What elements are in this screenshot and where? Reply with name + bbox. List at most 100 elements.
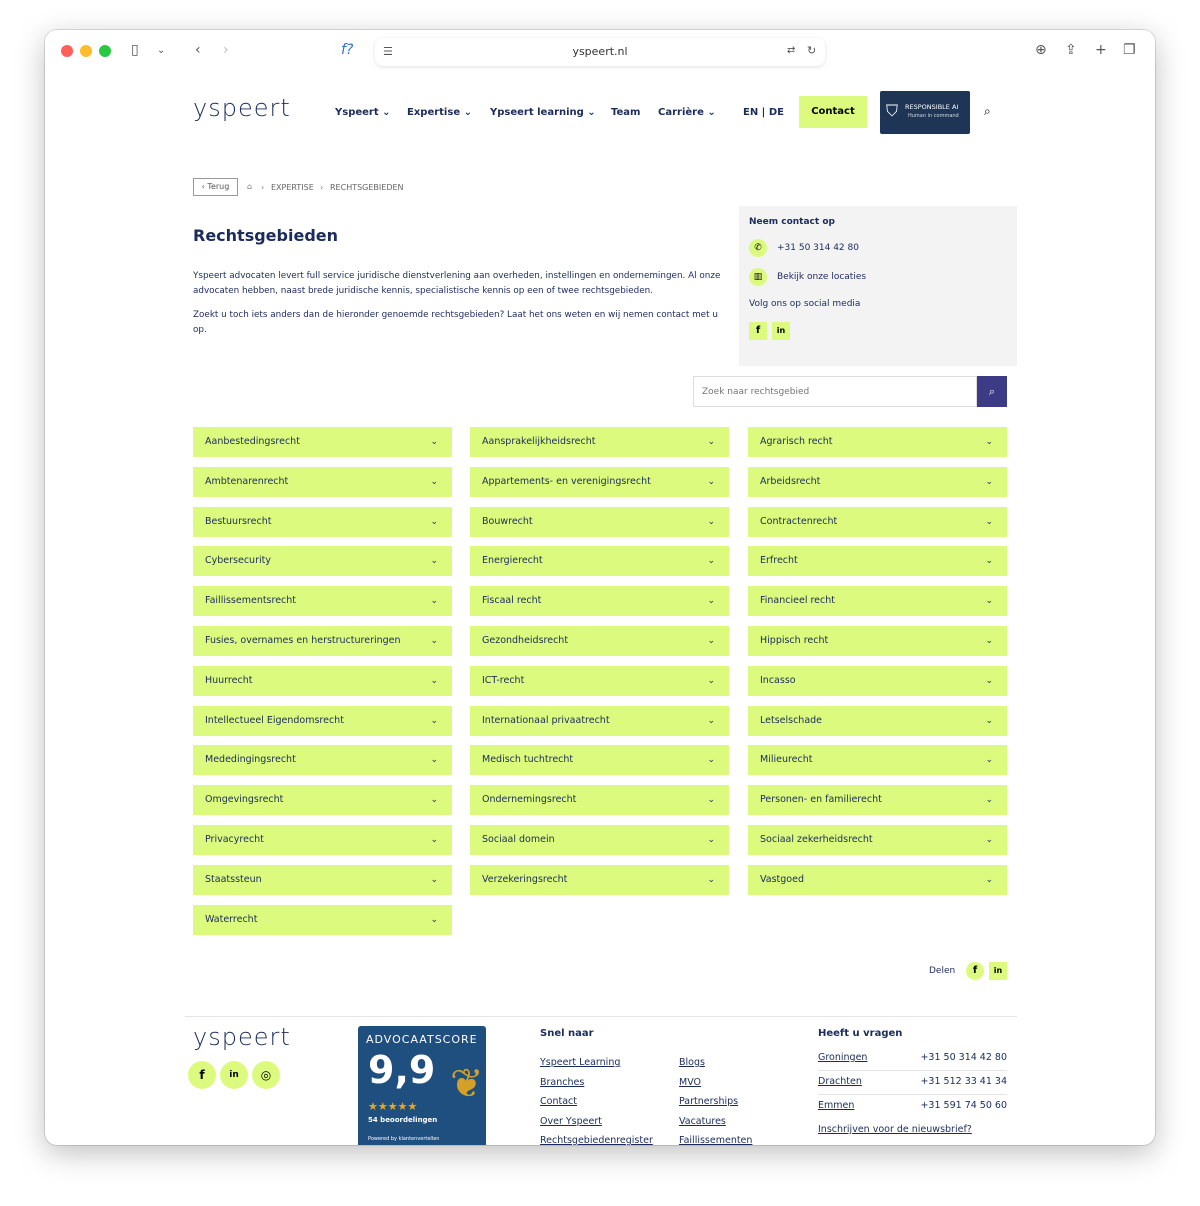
footer-link[interactable]: Yspeert Learning bbox=[540, 1057, 621, 1068]
footer-logo[interactable]: yspeert bbox=[193, 1023, 291, 1051]
area-accordion-item[interactable]: Contractenrecht ⌄ bbox=[748, 506, 1007, 537]
facebook-share-icon[interactable]: f bbox=[966, 962, 984, 980]
footer-facebook-icon[interactable]: f bbox=[188, 1061, 216, 1089]
area-accordion-item[interactable]: Appartements- en verenigingsrecht ⌄ bbox=[470, 466, 729, 497]
footer-link[interactable]: Partnerships bbox=[679, 1096, 739, 1107]
office-phone[interactable]: +31 512 33 41 34 bbox=[920, 1076, 1007, 1087]
footer-instagram-icon[interactable]: ◎ bbox=[252, 1061, 280, 1089]
linkedin-share-icon[interactable]: in bbox=[989, 962, 1007, 980]
area-accordion-item[interactable]: Cybersecurity ⌄ bbox=[193, 546, 452, 577]
area-label: Mededingingsrecht bbox=[205, 754, 296, 766]
back-button[interactable]: ‹ Terug bbox=[193, 178, 238, 196]
area-accordion-item[interactable]: Hippisch recht ⌄ bbox=[748, 626, 1007, 656]
linkedin-icon[interactable]: in bbox=[772, 322, 790, 340]
search-icon[interactable]: ⌕ bbox=[984, 104, 991, 118]
area-accordion-item[interactable]: Mededingingsrecht ⌄ bbox=[193, 745, 452, 776]
download-icon[interactable]: ⊕ bbox=[1035, 42, 1047, 58]
area-accordion-item[interactable]: Ondernemingsrecht ⌄ bbox=[470, 785, 729, 816]
area-accordion-item[interactable]: Energierecht ⌄ bbox=[470, 546, 729, 577]
area-accordion-item[interactable]: Erfrecht ⌄ bbox=[748, 546, 1007, 577]
footer-link[interactable]: Rechtsgebiedenregister bbox=[540, 1135, 653, 1145]
area-accordion-item[interactable]: Arbeidsrecht ⌄ bbox=[748, 466, 1007, 497]
area-accordion-item[interactable]: Financieel recht ⌄ bbox=[748, 586, 1007, 617]
logo[interactable]: yspeert bbox=[193, 94, 291, 122]
minimize-window-button[interactable] bbox=[80, 45, 92, 57]
area-accordion-item[interactable]: Verzekeringsrecht ⌄ bbox=[470, 864, 729, 895]
area-accordion-item[interactable]: Milieurecht ⌄ bbox=[748, 745, 1007, 776]
newsletter-link[interactable]: Inschrijven voor de nieuwsbrief? bbox=[818, 1124, 972, 1135]
area-accordion-item[interactable]: Bouwrecht ⌄ bbox=[470, 506, 729, 537]
share-icon[interactable]: ⇪ bbox=[1065, 42, 1077, 58]
office-phone[interactable]: +31 591 74 50 60 bbox=[920, 1100, 1007, 1111]
footer-link[interactable]: Contact bbox=[540, 1096, 577, 1107]
area-accordion-item[interactable]: Omgevingsrecht ⌄ bbox=[193, 785, 452, 816]
office-phone[interactable]: +31 50 314 42 80 bbox=[920, 1052, 1007, 1063]
area-accordion-item[interactable]: Bestuursrecht ⌄ bbox=[193, 506, 452, 537]
translate-icon[interactable]: ⇄ bbox=[787, 45, 796, 56]
nav-expertise[interactable]: Expertise ⌄ bbox=[407, 107, 472, 118]
area-accordion-item[interactable]: Letselschade ⌄ bbox=[748, 705, 1007, 736]
advocaatscore-badge[interactable]: ADVOCAATSCORE 9,9 ★★★★★ 54 beoordelingen… bbox=[358, 1026, 486, 1145]
area-accordion-item[interactable]: Fiscaal recht ⌄ bbox=[470, 586, 729, 617]
office-link[interactable]: Drachten bbox=[818, 1076, 862, 1087]
area-accordion-item[interactable]: Fusies, overnames en herstructureringen ⌄ bbox=[193, 626, 452, 656]
footer-link[interactable]: Over Yspeert bbox=[540, 1115, 602, 1127]
sidebar-icon[interactable]: ▯ bbox=[131, 42, 139, 58]
area-accordion-item[interactable]: Sociaal zekerheidsrecht ⌄ bbox=[748, 825, 1007, 855]
nav-learning[interactable]: Ypseert learning ⌄ bbox=[490, 107, 596, 118]
reload-icon[interactable]: ↻ bbox=[807, 44, 817, 57]
office-link[interactable]: Emmen bbox=[818, 1100, 855, 1111]
locations-link[interactable]: Bekijk onze locaties bbox=[777, 272, 867, 282]
area-accordion-item[interactable]: Waterrecht ⌄ bbox=[193, 904, 452, 935]
area-accordion-item[interactable]: Internationaal privaatrecht ⌄ bbox=[470, 705, 729, 736]
footer-link[interactable]: Faillissementen bbox=[679, 1135, 753, 1145]
reader-icon[interactable]: ☰ bbox=[383, 45, 393, 58]
area-accordion-item[interactable]: Medisch tuchtrecht ⌄ bbox=[470, 745, 729, 776]
area-accordion-item[interactable]: Faillissementsrecht ⌄ bbox=[193, 586, 452, 617]
area-accordion-item[interactable]: Gezondheidsrecht ⌄ bbox=[470, 626, 729, 656]
search-input[interactable] bbox=[693, 376, 977, 407]
footer-linkedin-icon[interactable]: in bbox=[220, 1061, 248, 1089]
close-window-button[interactable] bbox=[61, 45, 73, 57]
nav-team[interactable]: Team bbox=[611, 107, 641, 118]
search-button[interactable]: ⌕ bbox=[977, 376, 1007, 407]
contact-phone[interactable]: +31 50 314 42 80 bbox=[777, 243, 859, 253]
area-accordion-item[interactable]: Agrarisch recht ⌄ bbox=[748, 427, 1007, 457]
new-tab-icon[interactable]: + bbox=[1095, 42, 1107, 58]
area-accordion-item[interactable]: Sociaal domein ⌄ bbox=[470, 825, 729, 855]
area-accordion-item[interactable]: Intellectueel Eigendomsrecht ⌄ bbox=[193, 705, 452, 736]
area-accordion-item[interactable]: ICT-recht ⌄ bbox=[470, 665, 729, 696]
area-accordion-item[interactable]: Ambtenarenrecht ⌄ bbox=[193, 466, 452, 497]
back-icon[interactable]: ‹ bbox=[195, 42, 201, 58]
area-accordion-item[interactable]: Personen- en familierecht ⌄ bbox=[748, 785, 1007, 816]
area-label: Financieel recht bbox=[760, 595, 835, 607]
home-icon[interactable]: ⌂ bbox=[247, 182, 253, 191]
footer-link[interactable]: Blogs bbox=[679, 1057, 705, 1068]
area-accordion-item[interactable]: Aanbestedingsrecht ⌄ bbox=[193, 427, 452, 457]
facebook-icon[interactable]: f bbox=[749, 322, 767, 340]
area-label: Personen- en familierecht bbox=[760, 794, 882, 806]
nav-yspeert[interactable]: Yspeert ⌄ bbox=[335, 107, 391, 118]
responsible-ai-badge[interactable]: ⛉ RESPONSIBLE AI Human in command bbox=[880, 91, 970, 134]
contact-button[interactable]: Contact bbox=[799, 96, 867, 128]
language-switch[interactable]: EN | DE bbox=[743, 107, 784, 118]
address-bar[interactable]: yspeert.nl bbox=[375, 38, 825, 66]
footer-link[interactable]: MVO bbox=[679, 1076, 702, 1088]
nav-carriere[interactable]: Carrière ⌄ bbox=[658, 107, 716, 118]
breadcrumb-expertise[interactable]: EXPERTISE bbox=[271, 183, 314, 192]
area-accordion-item[interactable]: Vastgoed ⌄ bbox=[748, 864, 1007, 895]
area-accordion-item[interactable]: Privacyrecht ⌄ bbox=[193, 825, 452, 855]
area-accordion-item[interactable]: Staatssteun ⌄ bbox=[193, 864, 452, 895]
area-accordion-item[interactable]: Huurrecht ⌄ bbox=[193, 665, 452, 696]
function-icon[interactable]: f? bbox=[341, 42, 354, 58]
office-link[interactable]: Groningen bbox=[818, 1052, 868, 1063]
footer-link[interactable]: Branches bbox=[540, 1076, 585, 1088]
maximize-window-button[interactable] bbox=[99, 45, 111, 57]
footer-link[interactable]: Vacatures bbox=[679, 1115, 726, 1127]
forward-icon[interactable]: › bbox=[223, 42, 229, 58]
area-accordion-item[interactable]: Aansprakelijkheidsrecht ⌄ bbox=[470, 427, 729, 457]
area-accordion-item[interactable]: Incasso ⌄ bbox=[748, 665, 1007, 696]
chevron-down-icon: ⌄ bbox=[707, 715, 715, 726]
tabs-icon[interactable]: ❐ bbox=[1123, 42, 1136, 58]
chevron-down-icon[interactable]: ⌄ bbox=[157, 45, 166, 56]
